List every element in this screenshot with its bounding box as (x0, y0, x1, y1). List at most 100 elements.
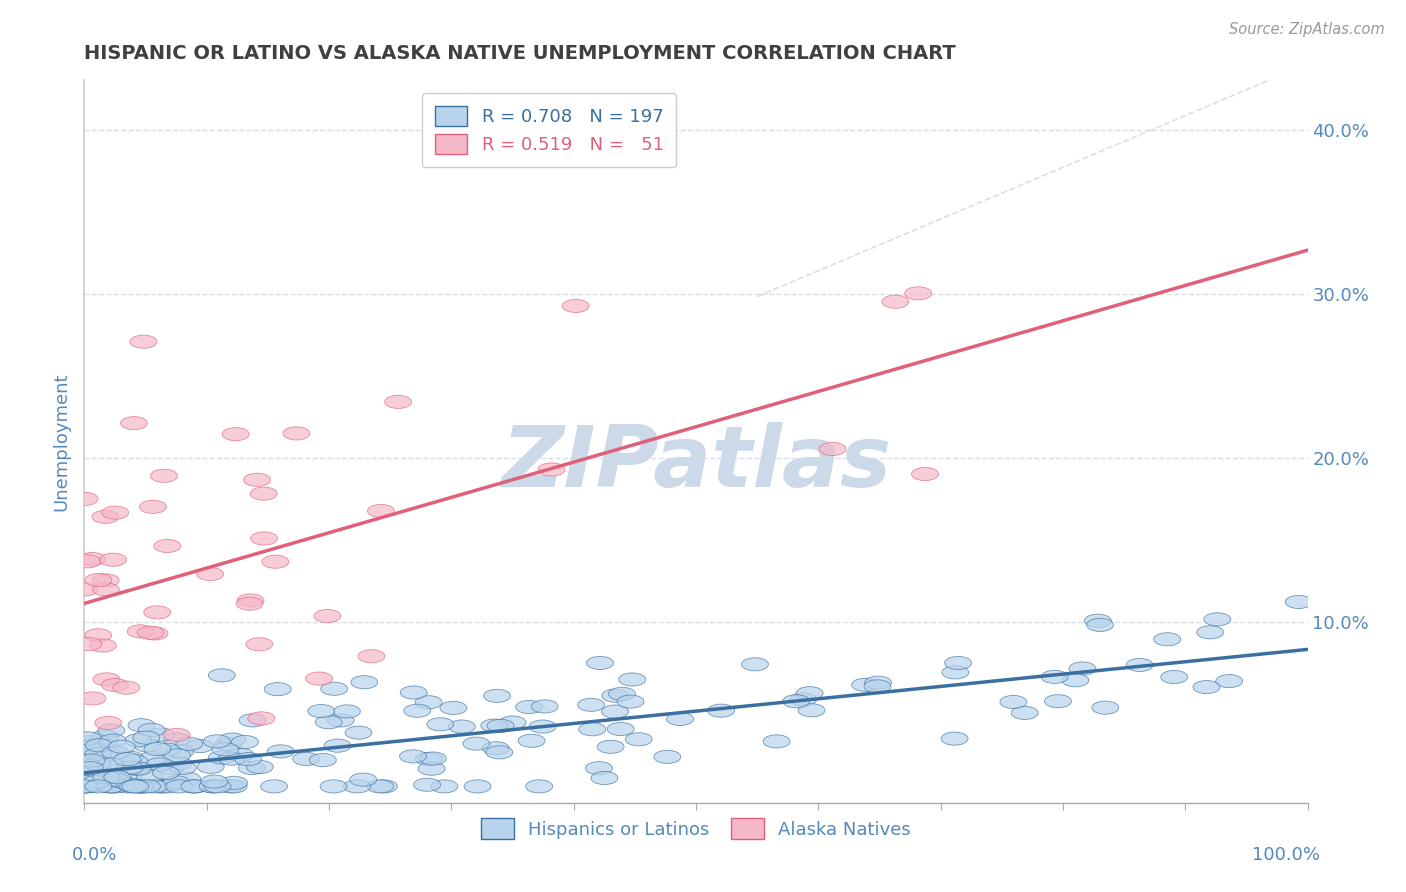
Ellipse shape (607, 723, 634, 736)
Ellipse shape (562, 300, 589, 312)
Ellipse shape (97, 764, 124, 777)
Ellipse shape (499, 716, 526, 729)
Text: 0.0%: 0.0% (72, 847, 118, 864)
Ellipse shape (97, 780, 124, 793)
Ellipse shape (141, 751, 167, 764)
Ellipse shape (103, 773, 129, 786)
Ellipse shape (127, 624, 155, 638)
Ellipse shape (114, 753, 141, 765)
Ellipse shape (75, 756, 101, 769)
Ellipse shape (852, 678, 879, 691)
Ellipse shape (181, 780, 208, 793)
Ellipse shape (197, 567, 224, 581)
Ellipse shape (112, 780, 141, 793)
Ellipse shape (93, 574, 120, 587)
Ellipse shape (163, 733, 190, 746)
Ellipse shape (117, 778, 143, 791)
Ellipse shape (942, 665, 969, 679)
Ellipse shape (243, 474, 270, 486)
Ellipse shape (187, 739, 214, 753)
Ellipse shape (148, 780, 174, 793)
Ellipse shape (83, 775, 110, 789)
Ellipse shape (790, 693, 817, 706)
Ellipse shape (799, 704, 825, 717)
Ellipse shape (232, 735, 259, 748)
Ellipse shape (321, 780, 347, 793)
Ellipse shape (359, 649, 385, 663)
Ellipse shape (125, 763, 153, 776)
Ellipse shape (201, 775, 228, 789)
Ellipse shape (79, 552, 105, 566)
Ellipse shape (1000, 696, 1026, 708)
Ellipse shape (602, 689, 628, 702)
Ellipse shape (143, 742, 172, 756)
Ellipse shape (250, 487, 277, 500)
Ellipse shape (128, 719, 155, 731)
Ellipse shape (138, 723, 165, 737)
Ellipse shape (228, 748, 254, 762)
Y-axis label: Unemployment: Unemployment (52, 372, 70, 511)
Ellipse shape (481, 719, 508, 732)
Ellipse shape (1045, 695, 1071, 707)
Ellipse shape (367, 780, 394, 793)
Ellipse shape (666, 713, 693, 725)
Ellipse shape (73, 555, 101, 568)
Ellipse shape (385, 395, 412, 409)
Ellipse shape (328, 714, 354, 727)
Ellipse shape (865, 680, 891, 693)
Ellipse shape (1216, 674, 1243, 688)
Ellipse shape (538, 463, 565, 476)
Ellipse shape (236, 597, 263, 610)
Ellipse shape (219, 733, 246, 746)
Text: 100.0%: 100.0% (1251, 847, 1320, 864)
Ellipse shape (440, 701, 467, 714)
Ellipse shape (250, 532, 277, 545)
Ellipse shape (1154, 632, 1181, 646)
Ellipse shape (169, 762, 197, 774)
Ellipse shape (1069, 662, 1095, 675)
Ellipse shape (1092, 701, 1119, 714)
Ellipse shape (238, 762, 266, 774)
Ellipse shape (283, 427, 309, 440)
Ellipse shape (150, 469, 177, 483)
Ellipse shape (763, 735, 790, 748)
Ellipse shape (174, 772, 201, 785)
Ellipse shape (70, 780, 98, 793)
Ellipse shape (84, 629, 111, 642)
Ellipse shape (516, 700, 543, 714)
Ellipse shape (619, 673, 645, 686)
Ellipse shape (141, 780, 167, 793)
Ellipse shape (156, 778, 183, 791)
Ellipse shape (91, 510, 118, 524)
Ellipse shape (134, 780, 160, 793)
Ellipse shape (215, 738, 242, 751)
Ellipse shape (96, 748, 122, 762)
Ellipse shape (305, 672, 333, 685)
Ellipse shape (449, 720, 475, 733)
Ellipse shape (482, 741, 509, 755)
Ellipse shape (1161, 671, 1188, 683)
Ellipse shape (218, 752, 245, 765)
Ellipse shape (367, 504, 395, 517)
Ellipse shape (820, 442, 846, 456)
Ellipse shape (100, 734, 127, 747)
Ellipse shape (200, 780, 226, 793)
Ellipse shape (148, 728, 174, 741)
Ellipse shape (135, 739, 162, 752)
Ellipse shape (1194, 681, 1220, 694)
Ellipse shape (163, 728, 190, 741)
Ellipse shape (344, 726, 373, 739)
Ellipse shape (217, 780, 243, 793)
Ellipse shape (152, 766, 180, 780)
Ellipse shape (1204, 613, 1230, 626)
Ellipse shape (1084, 615, 1111, 627)
Ellipse shape (529, 720, 555, 733)
Ellipse shape (107, 775, 134, 788)
Ellipse shape (153, 780, 181, 793)
Ellipse shape (1126, 658, 1153, 672)
Ellipse shape (117, 751, 143, 764)
Ellipse shape (578, 698, 605, 712)
Ellipse shape (80, 764, 107, 778)
Ellipse shape (163, 776, 190, 789)
Ellipse shape (128, 780, 155, 793)
